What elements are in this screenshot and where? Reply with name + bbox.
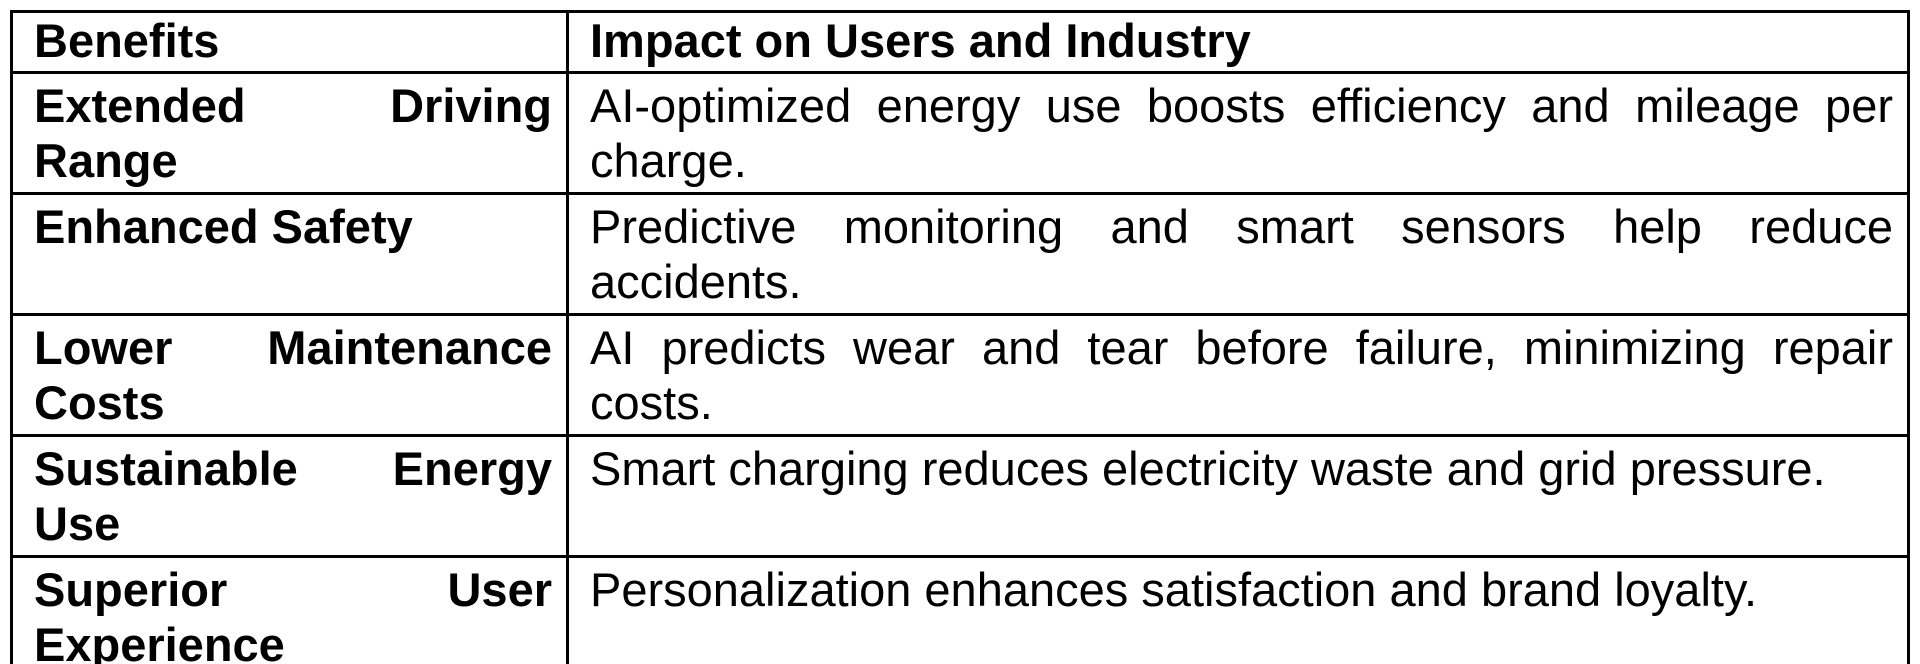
table-row: Lower Maintenance Costs AI predicts wear… [10, 313, 1910, 437]
impact-cell: Personalization enhances satisfaction an… [566, 555, 1910, 664]
table-row: Enhanced Safety Predictive monitoring an… [10, 192, 1910, 316]
impact-cell: Smart charging reduces electricity waste… [566, 434, 1910, 558]
header-cell-impact: Impact on Users and Industry [566, 10, 1910, 74]
impact-cell: AI-optimized energy use boosts efficienc… [566, 71, 1910, 195]
benefit-cell: Extended Driving Range [10, 71, 569, 195]
benefit-cell: Superior User Experience [10, 555, 569, 664]
benefit-cell: Enhanced Safety [10, 192, 569, 316]
impact-cell: AI predicts wear and tear before failure… [566, 313, 1910, 437]
table-header-row: Benefits Impact on Users and Industry [10, 10, 1910, 74]
table-row: Extended Driving Range AI-optimized ener… [10, 71, 1910, 195]
table-row: Sustainable Energy Use Smart charging re… [10, 434, 1910, 558]
header-cell-benefits: Benefits [10, 10, 569, 74]
benefit-cell: Sustainable Energy Use [10, 434, 569, 558]
impact-cell: Predictive monitoring and smart sensors … [566, 192, 1910, 316]
benefits-impact-table: Benefits Impact on Users and Industry Ex… [10, 10, 1910, 664]
benefit-cell: Lower Maintenance Costs [10, 313, 569, 437]
table-row: Superior User Experience Personalization… [10, 555, 1910, 664]
